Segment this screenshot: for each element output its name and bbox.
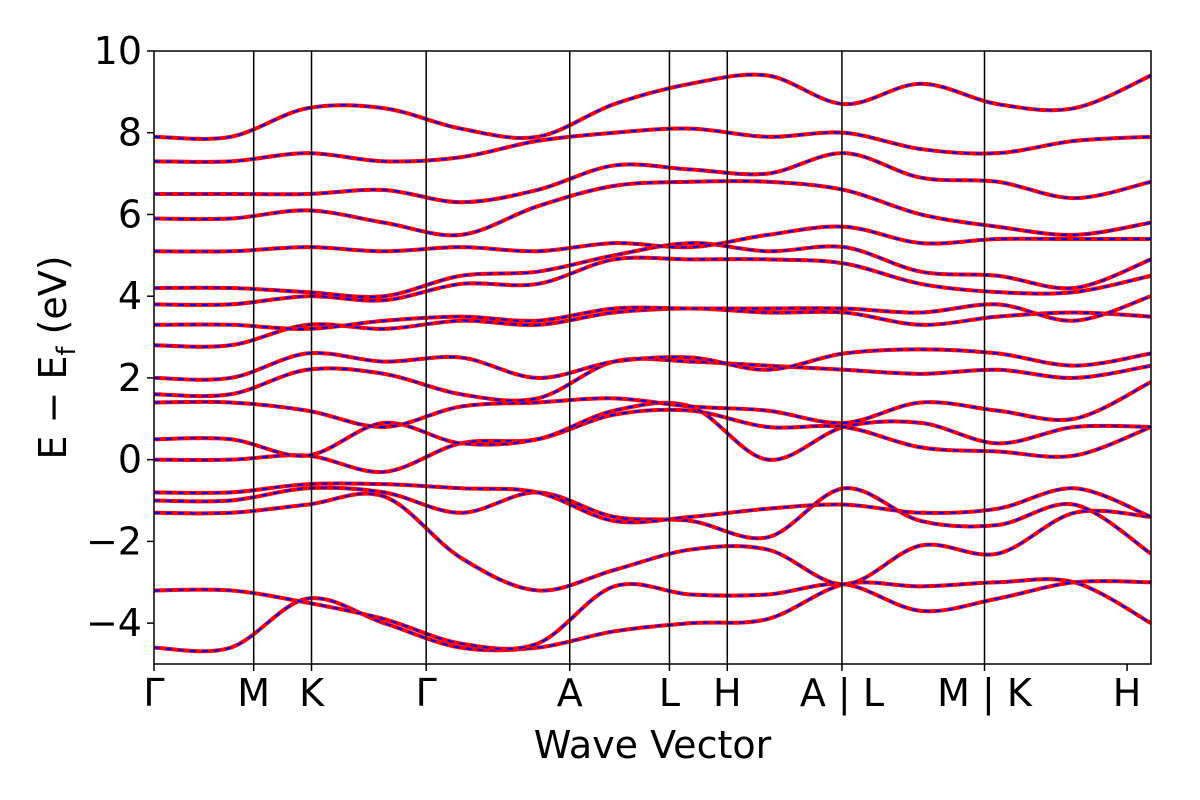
y-tick-label: 4 [118, 274, 142, 318]
band-13-red [154, 241, 1151, 299]
y-axis-label-main: E − E [31, 356, 75, 460]
band-9-red [154, 347, 1151, 382]
band-18-blue-dashed [154, 73, 1151, 140]
y-axis-label: E − Ef (eV) [31, 255, 82, 459]
band-1-blue-dashed [154, 580, 1151, 650]
y-tick-label: 6 [118, 192, 142, 236]
band-10-blue-dashed [154, 307, 1151, 348]
band-8-red [154, 356, 1151, 403]
band-9-blue-dashed [154, 348, 1151, 381]
band-12-blue-dashed [154, 256, 1151, 306]
band-3-blue-dashed [154, 486, 1151, 555]
band-5-red [154, 407, 1151, 475]
x-tick-label: M [237, 671, 270, 715]
plot-frame [153, 50, 1152, 665]
x-tick-label: K [299, 671, 325, 715]
band-14-blue-dashed [154, 225, 1151, 253]
band-15-blue-dashed [154, 179, 1151, 237]
y-tick-label: 0 [118, 438, 142, 482]
x-tick-label: A | L [800, 671, 884, 716]
y-axis-label-unit: (eV) [31, 255, 75, 334]
x-tick-label: L [659, 671, 680, 715]
x-tick-label: M | K [937, 671, 1033, 716]
y-tick-label: 10 [94, 29, 142, 73]
kpoint-separators [252, 51, 986, 664]
band-16-blue-dashed [154, 152, 1151, 204]
x-tick-label: A [557, 671, 583, 715]
x-axis-label: Wave Vector [534, 723, 772, 767]
y-tick-label: −4 [86, 601, 142, 645]
band-4-blue-dashed [154, 482, 1151, 524]
y-tick-label: −2 [86, 519, 142, 563]
x-tick-label: Γ [416, 671, 437, 715]
band-11-blue-dashed [154, 295, 1151, 330]
y-tick-label: 8 [118, 111, 142, 155]
band-0-red [154, 577, 1151, 654]
band-5-blue-dashed [154, 408, 1151, 474]
band-12-red [154, 255, 1151, 307]
x-tick-label: H [713, 671, 742, 715]
band-2-blue-dashed [154, 492, 1151, 592]
y-tick-label: 2 [118, 356, 142, 400]
band-17-red [154, 126, 1151, 164]
x-tick-label: H [1113, 671, 1142, 715]
band-17-blue-dashed [154, 127, 1151, 163]
band-1-red [154, 579, 1151, 651]
band-8-blue-dashed [154, 357, 1151, 402]
band-7-blue-dashed [154, 381, 1151, 428]
band-13-blue-dashed [154, 242, 1151, 298]
band-0-blue-dashed [154, 578, 1151, 653]
bands-layer [154, 72, 1151, 654]
x-tick-label: Γ [143, 671, 164, 715]
y-axis-label-sub: f [52, 346, 82, 356]
y-axis: −4 −2 0 2 4 6 8 10 [86, 29, 154, 645]
